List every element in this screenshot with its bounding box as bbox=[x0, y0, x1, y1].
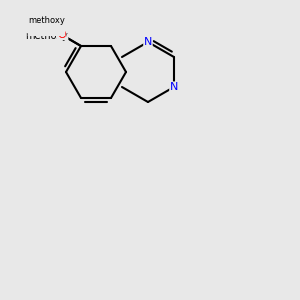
Text: N: N bbox=[170, 82, 178, 92]
Text: methoxy: methoxy bbox=[25, 31, 68, 40]
Text: O: O bbox=[58, 31, 68, 40]
Text: N: N bbox=[144, 37, 152, 47]
Text: methoxy: methoxy bbox=[28, 16, 65, 36]
Text: O: O bbox=[57, 30, 66, 40]
